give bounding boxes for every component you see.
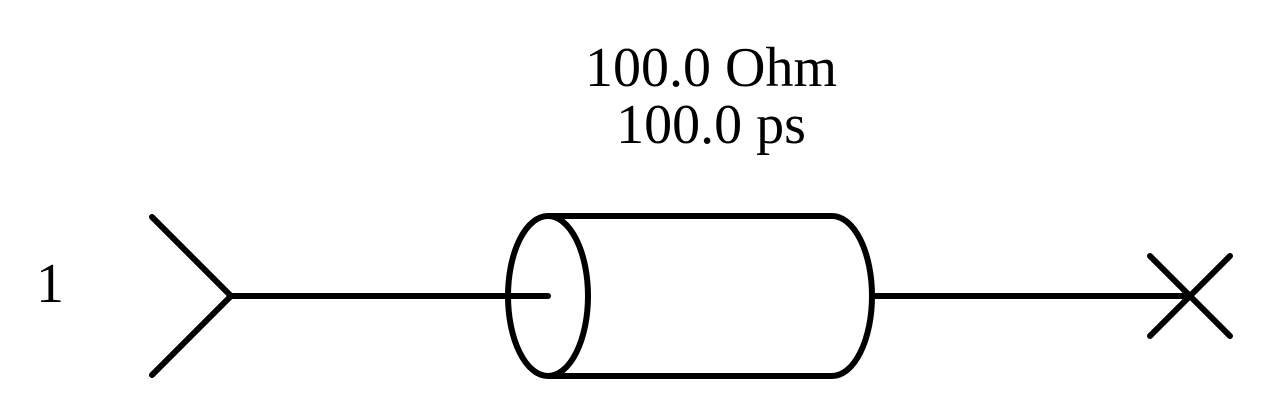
port-input-icon — [149, 214, 234, 378]
port-number-label: 1 — [36, 253, 64, 315]
delay-label: 100.0 ps — [616, 94, 806, 156]
impedance-label: 100.0 Ohm — [585, 37, 837, 99]
open-termination-x-icon — [1147, 253, 1233, 339]
transmission-line-cylinder-icon — [505, 213, 875, 379]
